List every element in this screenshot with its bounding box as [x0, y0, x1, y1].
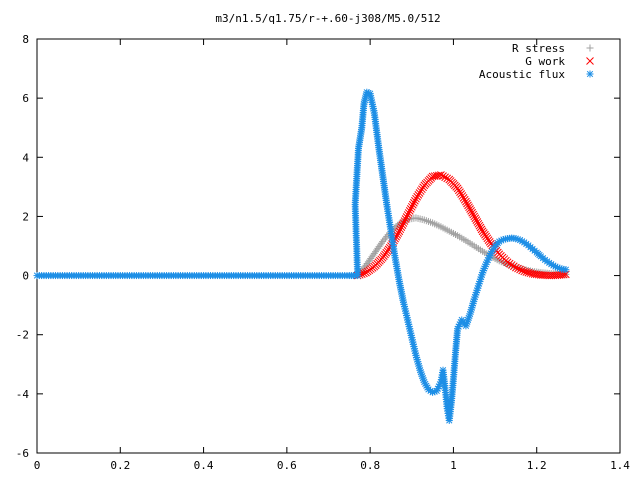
- y-tick-label: -4: [16, 388, 30, 401]
- x-tick-label: 1.2: [527, 459, 547, 472]
- data-point: [416, 187, 425, 195]
- data-point: [437, 171, 445, 179]
- data-point: [360, 269, 368, 278]
- data-point: [512, 263, 520, 272]
- data-point: [411, 196, 419, 205]
- data-point: [456, 188, 464, 196]
- data-point: [503, 258, 512, 267]
- data-point: [516, 265, 524, 274]
- data-point: [397, 223, 406, 232]
- data-point: [405, 207, 414, 215]
- data-point: [459, 193, 468, 202]
- data-point: [439, 172, 447, 180]
- y-tick-label: 4: [22, 151, 29, 164]
- data-point: [458, 192, 467, 200]
- data-point: [419, 183, 427, 192]
- data-point: [400, 217, 409, 225]
- data-point: [394, 229, 403, 237]
- data-point: [562, 266, 570, 274]
- data-point: [453, 184, 462, 193]
- y-tick-label: 2: [22, 210, 29, 223]
- legend-marker: [586, 57, 594, 65]
- y-axis: -6 -4 -2 0 2 4 6 8: [16, 33, 620, 460]
- data-point: [410, 198, 418, 207]
- legend-label: R stress: [512, 42, 565, 55]
- x-tick-label: 1: [450, 459, 457, 472]
- legend-marker: [586, 70, 594, 78]
- data-point: [475, 221, 484, 230]
- data-point: [414, 191, 423, 199]
- data-point: [457, 190, 466, 198]
- data-point: [396, 225, 405, 234]
- data-point: [474, 219, 483, 228]
- data-point: [460, 195, 469, 204]
- legend-marker: [586, 44, 594, 52]
- data-point: [404, 209, 413, 217]
- data-point: [454, 186, 463, 195]
- x-tick-label: 1.4: [610, 459, 630, 472]
- y-tick-label: 6: [22, 92, 29, 105]
- x-tick-label: 0.4: [194, 459, 214, 472]
- y-tick-label: 8: [22, 33, 29, 46]
- data-point: [401, 215, 410, 223]
- data-point: [477, 225, 486, 234]
- data-point: [403, 211, 412, 219]
- data-point: [469, 210, 478, 219]
- data-point: [418, 185, 426, 194]
- y-tick-label: 0: [22, 270, 29, 283]
- data-point: [514, 264, 522, 273]
- data-point: [402, 213, 411, 221]
- data-point: [441, 173, 449, 182]
- series-acoustic-flux: [33, 88, 570, 424]
- data-point: [473, 218, 482, 226]
- data-point: [507, 261, 516, 269]
- data-point: [465, 203, 473, 212]
- chart-title: m3/n1.5/q1.75/r-+.60-j308/M5.0/512: [215, 12, 440, 25]
- data-point: [406, 204, 415, 213]
- data-point: [505, 259, 514, 268]
- y-tick-label: -2: [16, 329, 29, 342]
- data-point: [471, 214, 480, 223]
- x-tick-label: 0.2: [110, 459, 130, 472]
- data-point: [407, 202, 416, 211]
- data-point: [408, 200, 417, 209]
- data-point: [415, 189, 424, 197]
- legend-label: Acoustic flux: [479, 68, 565, 81]
- data-point: [413, 192, 421, 201]
- plot-frame: [36, 38, 621, 454]
- data-point: [468, 208, 477, 217]
- x-axis: 0 0.2 0.4 0.6 0.8 1 1.2 1.4: [34, 39, 630, 472]
- data-point: [518, 266, 526, 275]
- data-point: [476, 223, 485, 232]
- series-layer: [33, 88, 570, 424]
- data-point: [443, 174, 452, 183]
- y-tick-label: -6: [16, 447, 29, 460]
- data-point: [462, 197, 470, 206]
- data-point: [509, 262, 518, 271]
- data-point: [399, 219, 408, 227]
- data-point: [467, 207, 475, 215]
- data-point: [398, 221, 407, 229]
- legend-label: G work: [525, 55, 565, 68]
- x-tick-label: 0.6: [277, 459, 297, 472]
- data-point: [472, 216, 481, 224]
- data-point: [466, 205, 474, 213]
- data-point: [464, 201, 472, 210]
- x-tick-label: 0.8: [360, 459, 380, 472]
- x-tick-label: 0: [34, 459, 41, 472]
- data-point: [395, 227, 404, 236]
- data-point: [463, 199, 471, 208]
- data-point: [470, 212, 479, 221]
- data-point: [412, 194, 420, 203]
